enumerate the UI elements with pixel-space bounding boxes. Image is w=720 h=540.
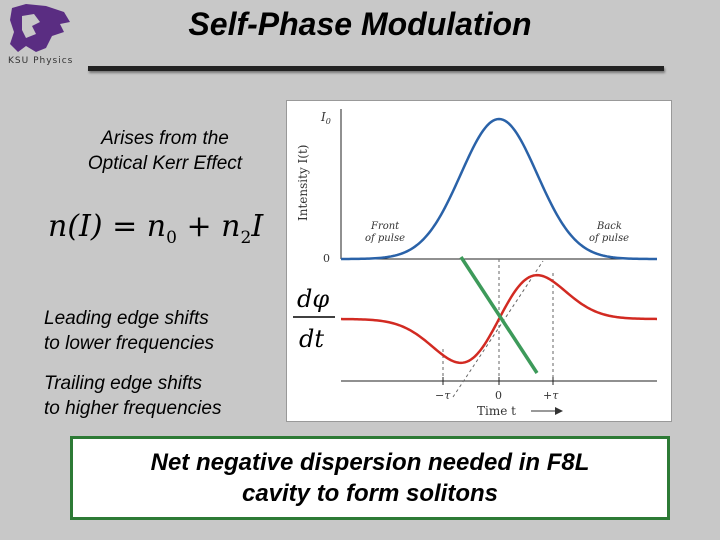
- i0-label: I0: [320, 110, 331, 126]
- zero-tick-label: 0: [495, 389, 502, 402]
- equation-plus: + n: [177, 209, 241, 244]
- y-axis-label: Intensity I(t): [296, 145, 310, 221]
- minus-tau-label: −τ: [435, 389, 451, 402]
- dphi-numerator: dφ: [297, 285, 329, 313]
- spm-figure: I0 Intensity I(t) 0 Front of pulse Back …: [286, 100, 672, 422]
- phase-derivative-curve: [340, 273, 658, 365]
- ksu-physics-logo: KSU Physics: [6, 2, 84, 66]
- x-axis-arrow: [531, 407, 563, 415]
- intensity-curve: [341, 117, 657, 261]
- front-label-1: Front: [370, 221, 400, 232]
- callout-text: Net negative dispersion needed in F8L ca…: [151, 447, 590, 509]
- spm-plot: I0 Intensity I(t) 0 Front of pulse Back …: [287, 109, 658, 418]
- callout-box: Net negative dispersion needed in F8L ca…: [70, 436, 670, 520]
- kerr-equation: n(I) = n0 + n2I: [48, 209, 264, 248]
- leading-line-1: Leading edge shifts: [44, 308, 209, 329]
- dphi-dt-backdrop: [287, 267, 341, 359]
- svg-text:n(I) = n0 + n2I: n(I) = n0 + n2I: [48, 209, 264, 248]
- wildcat-icon: [10, 4, 70, 52]
- equation-sub0: 0: [166, 228, 177, 248]
- zero-top-label: 0: [323, 252, 330, 265]
- front-label-2: of pulse: [365, 233, 405, 244]
- leading-edge-text: Leading edge shifts to lower frequencies: [44, 306, 214, 356]
- page-title: Self-Phase Modulation: [188, 6, 532, 42]
- equation-lhs: n(I) = n: [48, 209, 166, 244]
- plus-tau-label: +τ: [543, 389, 559, 402]
- x-axis-label: Time t: [477, 404, 516, 418]
- title-divider: [88, 66, 664, 71]
- callout-line-1: Net negative dispersion needed in F8L: [150, 449, 590, 476]
- green-overlay-line: [459, 256, 539, 374]
- back-label-1: Back: [596, 221, 622, 232]
- equation-sub2: 2: [240, 228, 251, 248]
- callout-line-2: cavity to form solitons: [241, 480, 499, 507]
- trailing-edge-text: Trailing edge shifts to higher frequenci…: [44, 371, 221, 421]
- kerr-line-2: Optical Kerr Effect: [87, 153, 243, 174]
- equation-rhs: I: [250, 209, 264, 244]
- trailing-line-2: to higher frequencies: [44, 398, 222, 419]
- back-label-2: of pulse: [589, 233, 629, 244]
- trailing-line-1: Trailing edge shifts: [44, 373, 203, 394]
- kerr-effect-text: Arises from the Optical Kerr Effect: [50, 126, 280, 176]
- leading-line-2: to lower frequencies: [44, 333, 215, 354]
- slope-dashed-line: [452, 260, 544, 398]
- logo-text: KSU Physics: [8, 56, 73, 66]
- kerr-line-1: Arises from the: [101, 128, 229, 149]
- dphi-denominator: dt: [299, 325, 324, 353]
